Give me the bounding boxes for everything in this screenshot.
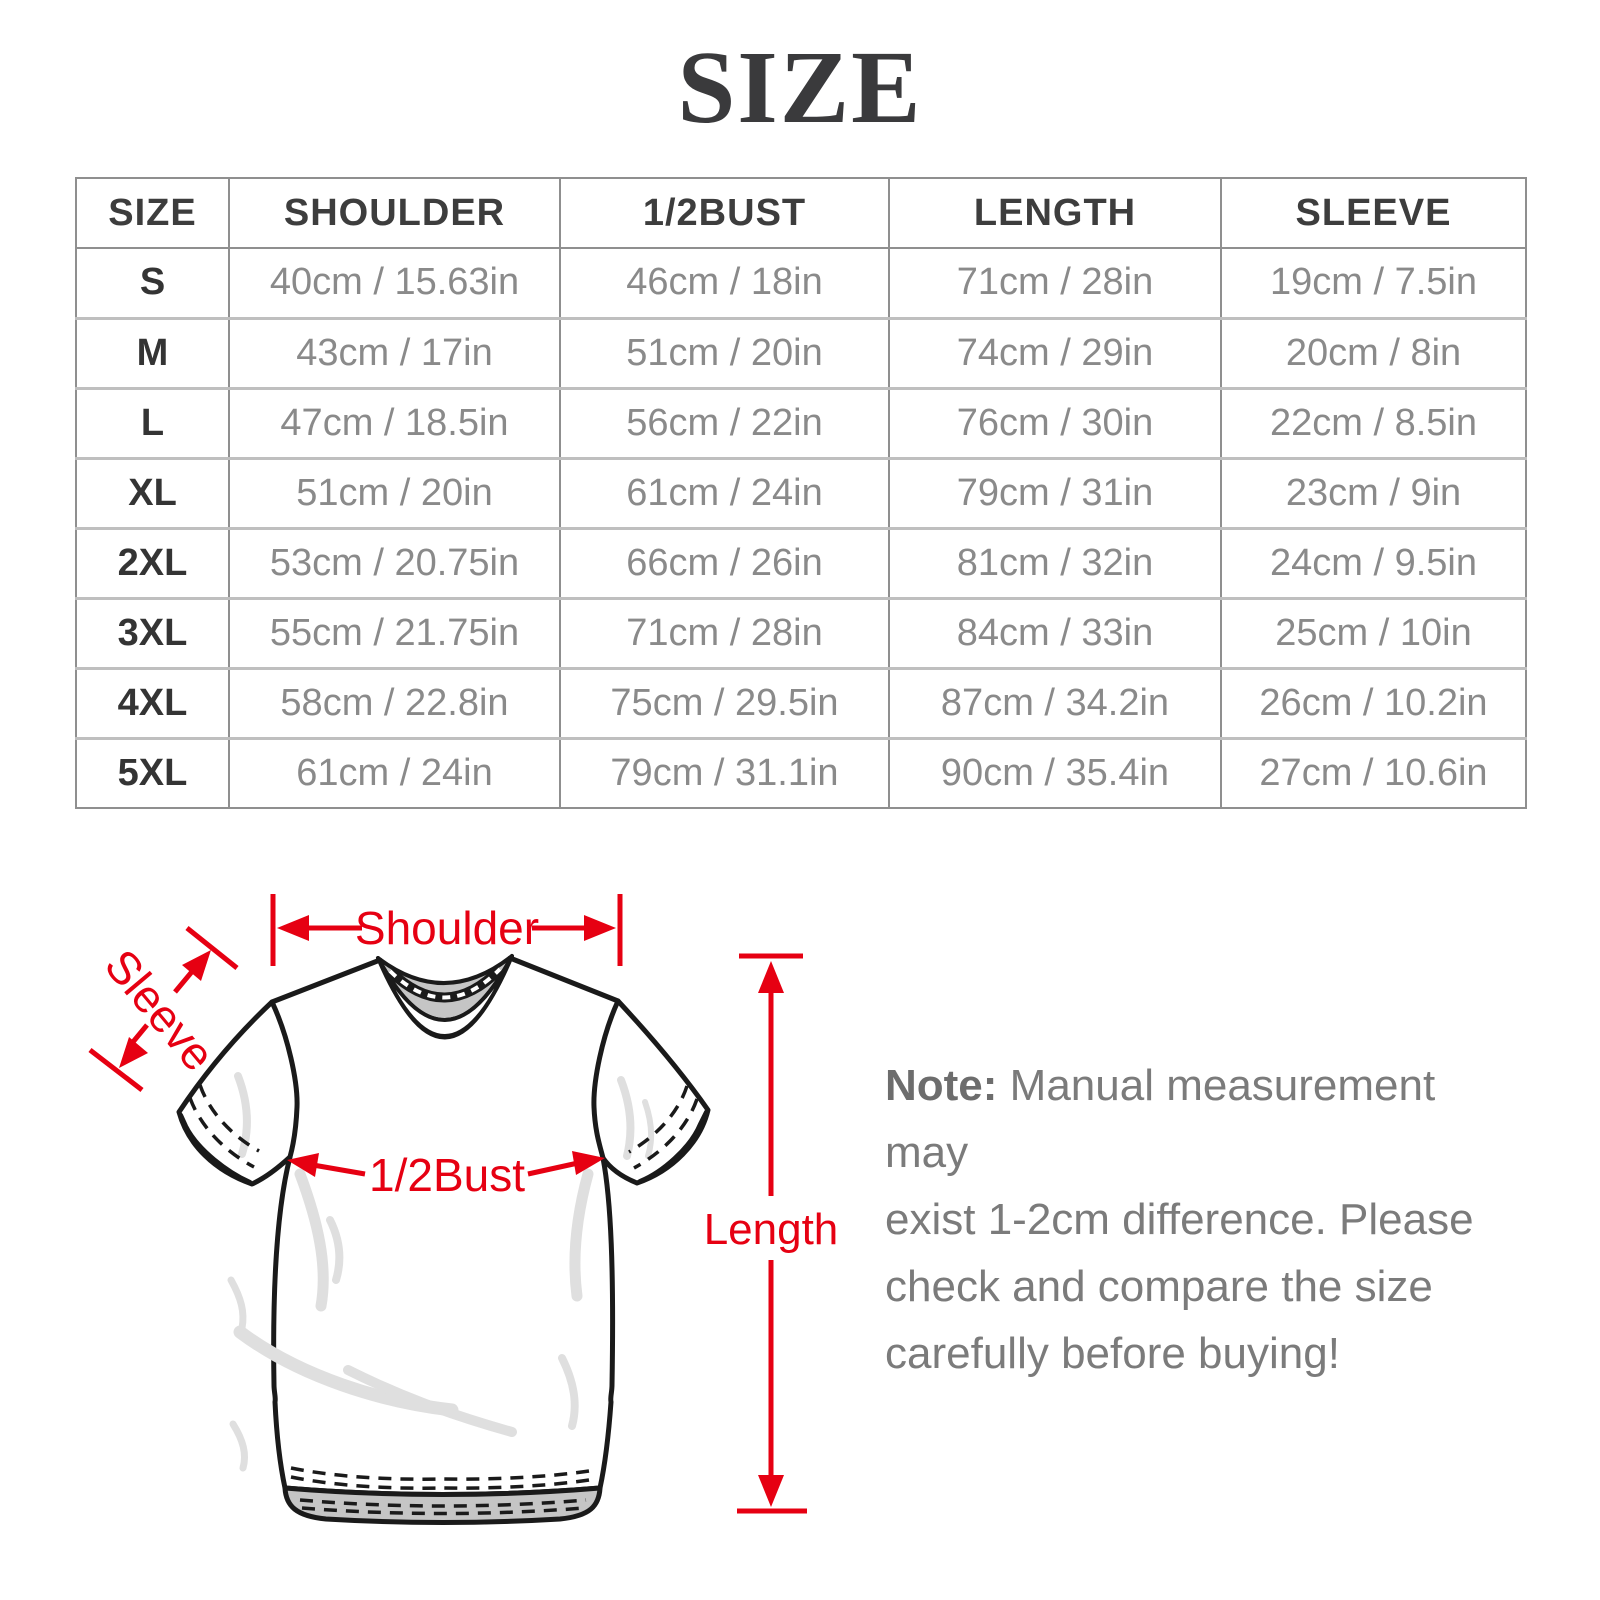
- table-row: L 47cm / 18.5in 56cm / 22in 76cm / 30in …: [76, 386, 1526, 458]
- col-header-bust: 1/2BUST: [559, 178, 889, 249]
- shoulder-cell: 47cm / 18.5in: [228, 386, 560, 458]
- shoulder-cell: 55cm / 21.75in: [228, 596, 560, 668]
- table-row: 4XL 58cm / 22.8in 75cm / 29.5in 87cm / 3…: [76, 666, 1526, 738]
- sleeve-cell: 22cm / 8.5in: [1220, 386, 1526, 458]
- col-header-size: SIZE: [76, 178, 229, 249]
- length-cell: 79cm / 31in: [888, 456, 1221, 528]
- col-header-shoulder: SHOULDER: [228, 178, 560, 249]
- sleeve-cell: 27cm / 10.6in: [1220, 736, 1526, 808]
- bust-cell: 56cm / 22in: [559, 386, 889, 458]
- sleeve-cell: 24cm / 9.5in: [1220, 526, 1526, 598]
- shoulder-label: Shoulder: [355, 902, 539, 954]
- page-title: SIZE: [677, 30, 923, 145]
- note-line-1: Manual measurement may: [885, 1061, 1436, 1177]
- bust-cell: 46cm / 18in: [559, 248, 889, 318]
- size-cell: M: [76, 316, 229, 388]
- table-row: M 43cm / 17in 51cm / 20in 74cm / 29in 20…: [76, 316, 1526, 388]
- bust-measure: 1/2Bust: [287, 1149, 605, 1201]
- bust-cell: 51cm / 20in: [559, 316, 889, 388]
- left-cuff-inside: [179, 1113, 252, 1184]
- bust-cell: 79cm / 31.1in: [559, 736, 889, 808]
- note-label: Note:: [885, 1061, 998, 1110]
- note-text: Note: Manual measurement may exist 1-2cm…: [885, 1052, 1495, 1387]
- shoulder-cell: 51cm / 20in: [228, 456, 560, 528]
- hem-stitches: [290, 1466, 596, 1516]
- shoulder-cell: 40cm / 15.63in: [228, 248, 560, 318]
- sleeve-cell: 23cm / 9in: [1220, 456, 1526, 528]
- bust-label: 1/2Bust: [369, 1149, 525, 1201]
- size-cell: 4XL: [76, 666, 229, 738]
- table-row: 5XL 61cm / 24in 79cm / 31.1in 90cm / 35.…: [76, 736, 1526, 808]
- table-row: 3XL 55cm / 21.75in 71cm / 28in 84cm / 33…: [76, 596, 1526, 668]
- length-cell: 76cm / 30in: [888, 386, 1221, 458]
- size-cell: L: [76, 386, 229, 458]
- fabric-wrinkles: [227, 1072, 655, 1472]
- length-label: Length: [704, 1205, 839, 1254]
- size-cell: 3XL: [76, 596, 229, 668]
- note-line-2: exist 1-2cm difference. Please: [885, 1195, 1474, 1244]
- shoulder-cell: 61cm / 24in: [228, 736, 560, 808]
- length-cell: 90cm / 35.4in: [888, 736, 1221, 808]
- table-row: 2XL 53cm / 20.75in 66cm / 26in 81cm / 32…: [76, 526, 1526, 598]
- sleeve-cell: 20cm / 8in: [1220, 316, 1526, 388]
- length-measure: Length: [704, 953, 839, 1514]
- table-header-row: SIZE SHOULDER 1/2BUST LENGTH SLEEVE: [76, 178, 1526, 249]
- col-header-length: LENGTH: [888, 178, 1221, 249]
- bust-cell: 66cm / 26in: [559, 526, 889, 598]
- sleeve-cell: 19cm / 7.5in: [1220, 248, 1526, 318]
- length-cell: 87cm / 34.2in: [888, 666, 1221, 738]
- left-armhole-seam: [269, 999, 300, 1160]
- sleeve-cell: 26cm / 10.2in: [1220, 666, 1526, 738]
- bust-cell: 71cm / 28in: [559, 596, 889, 668]
- bust-cell: 75cm / 29.5in: [559, 666, 889, 738]
- length-cell: 74cm / 29in: [888, 316, 1221, 388]
- length-cell: 84cm / 33in: [888, 596, 1221, 668]
- collar-rib: [376, 954, 514, 1038]
- shoulder-cell: 43cm / 17in: [228, 316, 560, 388]
- shoulder-cell: 53cm / 20.75in: [228, 526, 560, 598]
- size-cell: 5XL: [76, 736, 229, 808]
- right-armhole-seam: [591, 998, 621, 1161]
- size-cell: 2XL: [76, 526, 229, 598]
- size-cell: S: [139, 261, 166, 304]
- sleeve-cell: 25cm / 10in: [1220, 596, 1526, 668]
- size-table: SIZE SHOULDER 1/2BUST LENGTH SLEEVE S 40…: [75, 177, 1527, 809]
- length-cell: 71cm / 28in: [888, 248, 1221, 318]
- table-row: XL 51cm / 20in 61cm / 24in 79cm / 31in 2…: [76, 456, 1526, 528]
- note-line-4: carefully before buying!: [885, 1329, 1340, 1378]
- shoulder-measure: Shoulder: [270, 894, 623, 966]
- size-cell: XL: [76, 456, 229, 528]
- cuff-stitches: [188, 1084, 699, 1170]
- note-line-3: check and compare the size: [885, 1262, 1433, 1311]
- table-row: S 40cm / 15.63in 46cm / 18in 71cm / 28in…: [76, 248, 1526, 318]
- bust-cell: 61cm / 24in: [559, 456, 889, 528]
- right-cuff-inside: [638, 1110, 708, 1183]
- tshirt-measure-diagram: Shoulder Sleeve 1/2Bust Length: [88, 894, 839, 1525]
- col-header-sleeve: SLEEVE: [1220, 178, 1526, 249]
- length-cell: 81cm / 32in: [888, 526, 1221, 598]
- collar-stitch-dashes: [388, 967, 502, 1000]
- shoulder-cell: 58cm / 22.8in: [228, 666, 560, 738]
